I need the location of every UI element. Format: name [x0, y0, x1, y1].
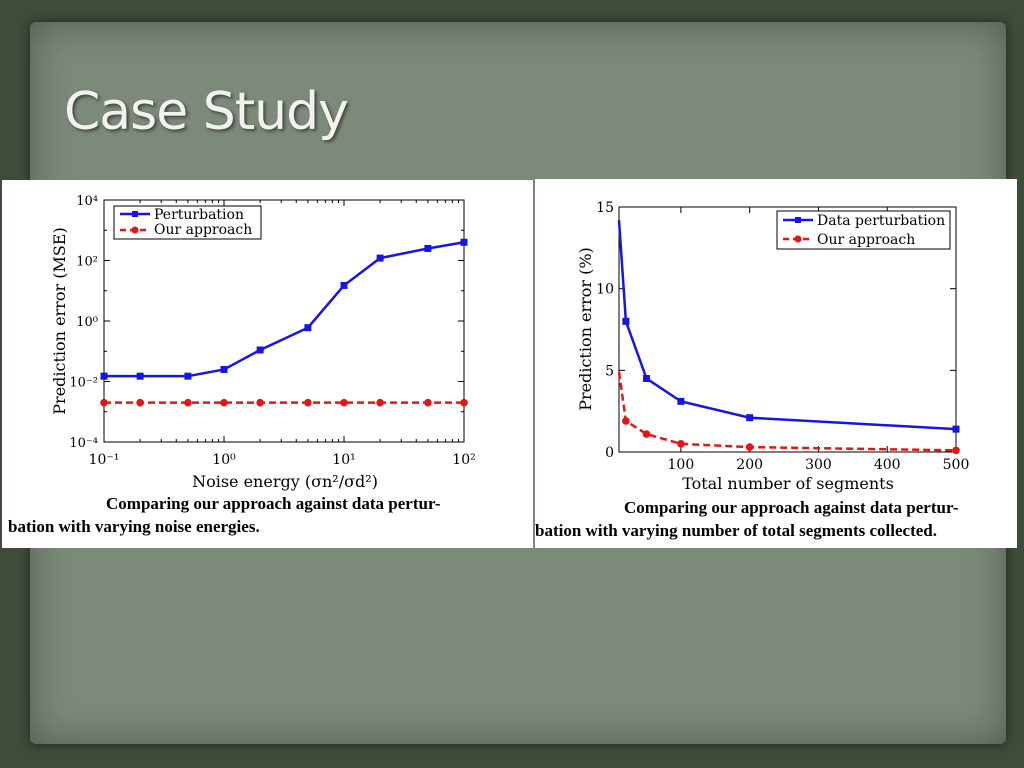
chart-noise-energy: 10⁻¹ 10⁰ 10¹ 10² 10⁴ 10² 10⁰ 10⁻² 10⁻⁴ Perturbat…	[50, 194, 476, 491]
series-line-0	[617, 219, 957, 431]
data-point	[340, 281, 348, 289]
legend-marker-our-approach	[794, 235, 802, 243]
data-point	[745, 443, 754, 451]
data-point	[952, 425, 960, 433]
legend-box	[113, 205, 262, 240]
series-line-1	[617, 371, 957, 452]
chart-panel-noise-energy: 10⁻¹ 10⁰ 10¹ 10² 10⁴ 10² 10⁰ 10⁻² 10⁻⁴ Perturbat…	[2, 180, 533, 548]
y-axis-label: Prediction error (MSE)	[50, 227, 69, 414]
data-point	[184, 398, 192, 407]
caption-line-1: Comparing our approach against data pert…	[624, 498, 959, 517]
data-point	[184, 372, 192, 380]
y-axis-label: Prediction error (%)	[576, 247, 595, 411]
x-axis-label: Noise energy (σn²/σd²)	[192, 472, 378, 491]
chart-panel-total-segments: 100 200 300 400 500 15 10 5 0 Data perturbation …	[535, 179, 1017, 548]
data-point	[304, 324, 312, 332]
data-point	[460, 398, 468, 407]
data-point	[643, 375, 651, 382]
x-tick-label: 200	[736, 457, 763, 473]
data-point	[746, 414, 754, 422]
legend-marker-perturbation	[132, 211, 138, 217]
y-tick-label: 15	[596, 200, 614, 216]
data-point	[622, 417, 630, 425]
caption-line-1: Comparing our approach against data pert…	[106, 494, 441, 513]
x-tick-label: 500	[943, 457, 970, 473]
data-point	[424, 244, 432, 252]
data-point	[952, 446, 960, 455]
plot-frame	[618, 206, 957, 453]
slide-title: Case Study	[64, 82, 349, 142]
caption-line-2: bation with varying noise energies.	[8, 517, 260, 536]
data-point	[340, 398, 348, 407]
data-point	[220, 398, 228, 407]
x-tick-label: 400	[874, 457, 901, 473]
data-point	[677, 440, 685, 448]
y-tick-label: 5	[605, 363, 614, 379]
data-point	[304, 398, 312, 407]
caption-line-2: bation with varying number of total segm…	[535, 521, 937, 540]
legend: Perturbation Our approach	[113, 205, 262, 240]
data-point	[136, 372, 144, 380]
x-tick-label: 10⁰	[212, 452, 236, 468]
data-point	[256, 398, 264, 407]
data-point	[100, 398, 108, 407]
legend-label-our-approach: Our approach	[817, 232, 915, 248]
data-point	[460, 238, 468, 246]
y-tick-label: 10⁻⁴	[69, 436, 98, 451]
series-line-0	[104, 241, 465, 378]
y-tick-label: 10²	[76, 255, 98, 270]
data-point	[642, 430, 651, 438]
data-point	[677, 397, 685, 405]
data-point	[136, 398, 144, 407]
x-axis-label: Total number of segments	[682, 474, 894, 493]
legend-label-our-approach: Our approach	[154, 222, 252, 238]
legend: Data perturbation Our approach	[776, 210, 951, 250]
x-tick-label: 10²	[452, 452, 475, 468]
chart-total-segments: 100 200 300 400 500 15 10 5 0 Data perturbation …	[576, 200, 970, 493]
data-point	[100, 372, 108, 380]
y-tick-label: 10	[596, 282, 614, 298]
x-tick-label: 10⁻¹	[89, 452, 120, 468]
y-tick-label: 0	[605, 445, 614, 461]
data-point	[376, 398, 384, 407]
data-point	[256, 346, 264, 354]
y-tick-label: 10⁴	[76, 194, 98, 209]
legend-marker-data-perturbation	[795, 217, 801, 223]
data-point	[376, 254, 384, 262]
y-tick-label: 10⁻²	[69, 376, 98, 391]
x-tick-label: 300	[805, 457, 832, 473]
legend-marker-our-approach	[131, 226, 139, 234]
data-point	[424, 398, 432, 407]
x-tick-label: 10¹	[332, 452, 355, 468]
legend-label-data-perturbation: Data perturbation	[817, 213, 945, 229]
x-tick-label: 100	[668, 457, 695, 473]
data-point	[622, 317, 630, 325]
y-tick-label: 10⁰	[76, 315, 98, 330]
data-point	[220, 365, 228, 373]
legend-label-perturbation: Perturbation	[154, 207, 244, 223]
legend-box	[776, 210, 951, 250]
